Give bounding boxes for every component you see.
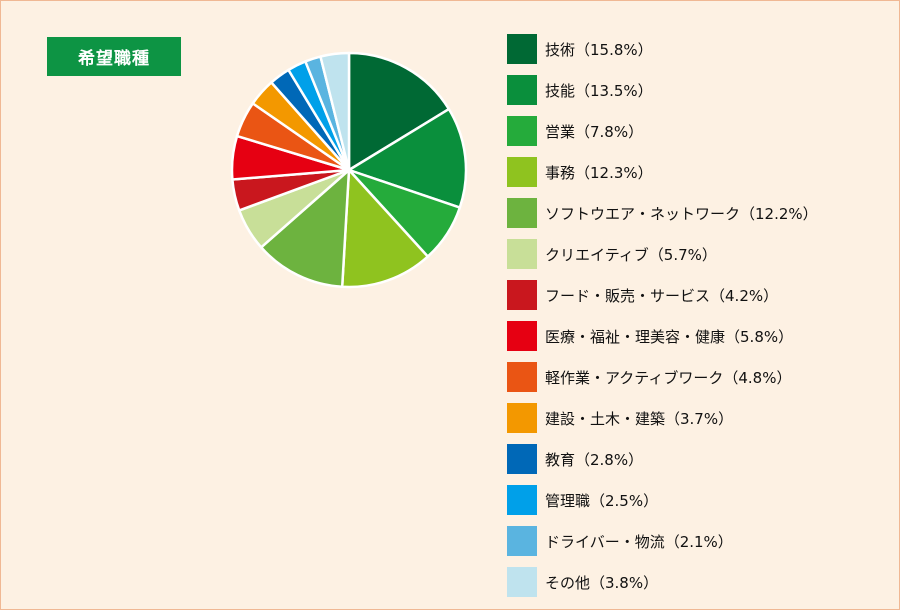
legend-swatch <box>507 157 537 187</box>
legend-label: 事務（12.3%） <box>545 163 653 182</box>
pie-slice-2 <box>347 107 468 209</box>
legend-item: 医療・福祉・理美容・健康（5.8%） <box>507 321 887 351</box>
legend-label: 営業（7.8%） <box>545 122 644 141</box>
legend-label: ソフトウエア・ネットワーク（12.2%） <box>545 204 818 223</box>
legend-label: 軽作業・アクティブワーク（4.8%） <box>545 368 792 387</box>
legend-item: ソフトウエア・ネットワーク（12.2%） <box>507 198 887 228</box>
pie-slice-1 <box>347 51 451 172</box>
legend-swatch <box>507 321 537 351</box>
legend-label: フード・販売・サービス（4.2%） <box>545 286 779 305</box>
legend-swatch <box>507 403 537 433</box>
legend-label: 建設・土木・建築（3.7%） <box>545 409 734 428</box>
legend-label: 管理職（2.5%） <box>545 491 659 510</box>
pie-slice-14 <box>319 51 351 172</box>
legend-item: 技能（13.5%） <box>507 75 887 105</box>
legend-item: フード・販売・サービス（4.2%） <box>507 280 887 310</box>
legend-item: 建設・土木・建築（3.7%） <box>507 403 887 433</box>
legend-label: その他（3.8%） <box>545 573 659 592</box>
legend-swatch <box>507 34 537 64</box>
legend-swatch <box>507 116 537 146</box>
pie-slice-5 <box>259 168 351 289</box>
legend-item: その他（3.8%） <box>507 567 887 597</box>
legend-swatch <box>507 239 537 269</box>
legend: 技術（15.8%） 技能（13.5%） 営業（7.8%） 事務（12.3%） ソフトウエ… <box>507 34 887 608</box>
legend-item: クリエイティブ（5.7%） <box>507 239 887 269</box>
legend-label: 教育（2.8%） <box>545 450 644 469</box>
legend-item: 営業（7.8%） <box>507 116 887 146</box>
legend-swatch <box>507 362 537 392</box>
legend-label: 医療・福祉・理美容・健康（5.8%） <box>545 327 794 346</box>
legend-swatch <box>507 280 537 310</box>
legend-label: ドライバー・物流（2.1%） <box>545 532 733 551</box>
legend-swatch <box>507 198 537 228</box>
legend-item: 技術（15.8%） <box>507 34 887 64</box>
legend-label: 技能（13.5%） <box>545 81 653 100</box>
pie-slice-4 <box>340 168 430 289</box>
legend-label: 技術（15.8%） <box>545 40 653 59</box>
legend-item: 管理職（2.5%） <box>507 485 887 515</box>
legend-label: クリエイティブ（5.7%） <box>545 245 717 264</box>
legend-swatch <box>507 485 537 515</box>
legend-item: 軽作業・アクティブワーク（4.8%） <box>507 362 887 392</box>
legend-swatch <box>507 75 537 105</box>
legend-swatch <box>507 526 537 556</box>
legend-item: 教育（2.8%） <box>507 444 887 474</box>
legend-swatch <box>507 444 537 474</box>
legend-item: ドライバー・物流（2.1%） <box>507 526 887 556</box>
pie-chart <box>230 51 468 289</box>
legend-swatch <box>507 567 537 597</box>
legend-item: 事務（12.3%） <box>507 157 887 187</box>
chart-title: 希望職種 <box>47 37 181 76</box>
